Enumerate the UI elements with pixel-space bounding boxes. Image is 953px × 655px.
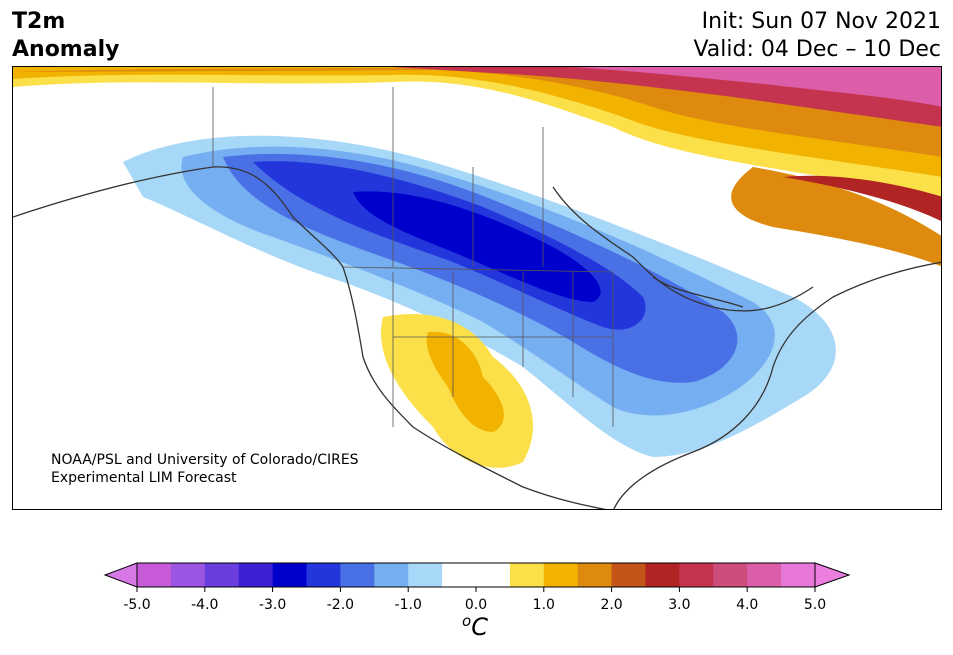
colorbar-tick-label: 1.0 bbox=[533, 597, 555, 613]
colorbar-cell bbox=[781, 563, 816, 587]
colorbar-cell bbox=[679, 563, 714, 587]
colorbar-cell bbox=[137, 563, 172, 587]
map-canvas bbox=[13, 67, 941, 509]
colorbar-cell bbox=[747, 563, 782, 587]
map-credit: NOAA/PSL and University of Colorado/CIRE… bbox=[51, 451, 359, 487]
colorbar-tick-label: -2.0 bbox=[327, 597, 354, 613]
colorbar-over-arrow bbox=[814, 562, 851, 588]
colorbar-tick-label: -5.0 bbox=[123, 597, 150, 613]
colorbar-cell bbox=[238, 563, 274, 587]
colorbar-cell bbox=[476, 563, 511, 587]
colorbar-cell bbox=[442, 563, 477, 587]
colorbar-tick-label: 2.0 bbox=[600, 597, 622, 613]
init-date: Init: Sun 07 Nov 2021 bbox=[701, 9, 941, 34]
colorbar-cell bbox=[543, 563, 579, 587]
forecast-dates: Init: Sun 07 Nov 2021 Valid: 04 Dec – 10… bbox=[693, 8, 941, 64]
coastlines bbox=[13, 166, 941, 509]
colorbar-cell bbox=[611, 563, 646, 587]
political-borders bbox=[212, 87, 614, 427]
colorbar-cell bbox=[713, 563, 748, 587]
warm-anomaly-labrador bbox=[731, 167, 941, 267]
colorbar-tick-label: 4.0 bbox=[736, 597, 758, 613]
colorbar-cell bbox=[577, 563, 613, 587]
anomaly-map: NOAA/PSL and University of Colorado/CIRE… bbox=[12, 66, 942, 510]
colorbar-cell bbox=[645, 563, 680, 587]
warm-anomaly-arctic bbox=[573, 67, 941, 107]
colorbar-tick-label: -3.0 bbox=[259, 597, 286, 613]
unit-letter: C bbox=[471, 613, 488, 641]
colorbar-cell bbox=[509, 563, 545, 587]
credit-line-2: Experimental LIM Forecast bbox=[51, 470, 237, 486]
colorbar-tick-label: 3.0 bbox=[668, 597, 690, 613]
colorbar-tick-label: -1.0 bbox=[395, 597, 422, 613]
colorbar-unit: oC bbox=[462, 612, 488, 641]
colorbar-cell bbox=[306, 563, 341, 587]
colorbar-cell bbox=[204, 563, 240, 587]
valid-date: Valid: 04 Dec – 10 Dec bbox=[693, 37, 941, 62]
colorbar-cells bbox=[136, 562, 816, 588]
cold-anomaly-core bbox=[353, 191, 601, 302]
colorbar-cell bbox=[272, 563, 307, 587]
unit-degree: o bbox=[462, 612, 472, 630]
colorbar-ticks: -5.0 -4.0 -3.0 -2.0 -1.0 0.0 1.0 2.0 3.0 4.0 5.0 bbox=[123, 587, 826, 613]
colorbar-under-arrow bbox=[103, 562, 138, 588]
warm-anomaly-labrador-2 bbox=[783, 175, 941, 222]
colorbar-cell bbox=[170, 563, 206, 587]
credit-line-1: NOAA/PSL and University of Colorado/CIRE… bbox=[51, 452, 359, 468]
colorbar-cell bbox=[374, 563, 409, 587]
colorbar-tick-label: 0.0 bbox=[465, 597, 487, 613]
colorbar-tick-label: -4.0 bbox=[191, 597, 218, 613]
colorbar-cell bbox=[408, 563, 443, 587]
title-line-2: Anomaly bbox=[12, 37, 120, 62]
colorbar-cell bbox=[340, 563, 375, 587]
map-title: T2m Anomaly bbox=[12, 8, 119, 64]
colorbar-tick-label: 5.0 bbox=[804, 597, 826, 613]
warm-anomaly-southwest-core bbox=[426, 331, 504, 432]
title-line-1: T2m bbox=[12, 9, 66, 34]
